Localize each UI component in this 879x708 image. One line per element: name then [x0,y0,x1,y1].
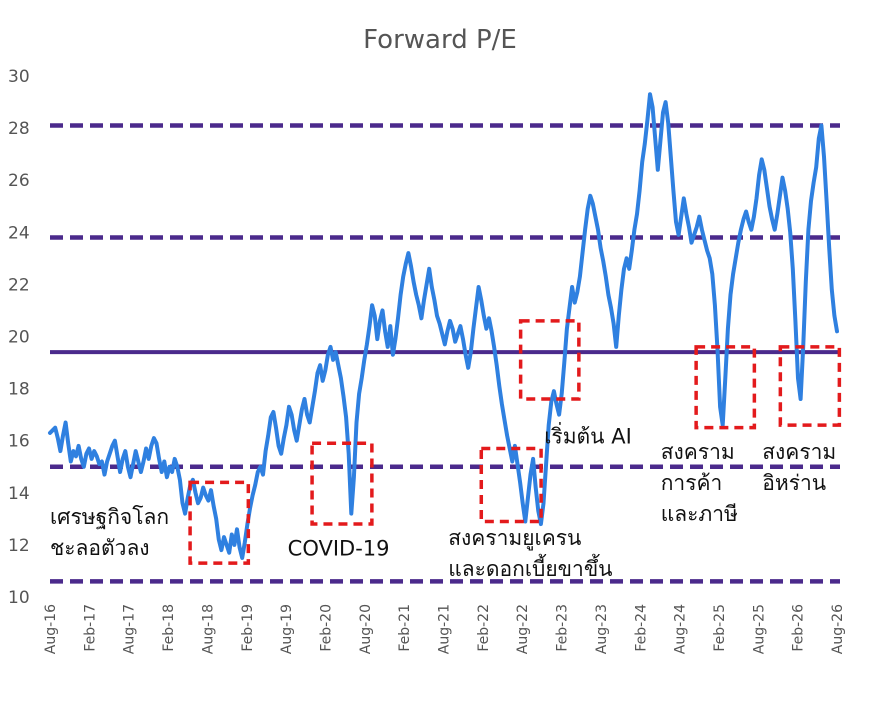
x-axis-ticks: Aug-16 Feb-17 Aug-17 Feb-18 Aug-18 Feb-19 Aug-… [43,604,846,654]
series-group [48,92,839,560]
x-tick-label: Aug-26 [830,604,846,654]
x-tick-label: Feb-24 [633,604,649,652]
highlight-box [310,441,374,526]
x-tick-label: Feb-23 [555,604,571,652]
x-tick-label: Aug-20 [358,604,374,654]
annotation-label: สงคราม [661,440,735,464]
x-tick-label: Feb-26 [791,604,807,652]
y-tick-label: 26 [8,171,30,191]
highlight-box [778,345,842,427]
x-tick-label: Aug-16 [43,604,59,654]
annotation-label: ชะลอตัวลง [50,536,150,560]
y-tick-label: 10 [8,588,30,608]
annotation-label: และภาษี [661,502,738,526]
y-tick-label: 14 [8,484,30,504]
annotation-label: เริ่มต้น AI [544,421,632,448]
y-tick-label: 20 [8,328,30,348]
x-tick-label: Aug-19 [279,604,295,654]
x-tick-label: Feb-21 [397,604,413,652]
x-tick-label: Feb-19 [240,604,256,652]
x-tick-label: Aug-24 [673,604,689,654]
x-tick-label: Aug-21 [437,604,453,654]
annotation-label: เศรษฐกิจโลก [50,505,169,529]
highlight-box [518,319,581,401]
x-tick-label: Feb-18 [161,604,177,652]
pe-series-line [48,92,839,560]
x-tick-label: Feb-25 [712,604,728,652]
chart-title: Forward P/E [363,25,517,55]
highlight-box [694,345,757,430]
x-tick-label: Aug-25 [751,604,767,654]
x-tick-label: Feb-22 [476,604,492,652]
highlight-box [188,480,251,565]
y-axis-ticks: 10 12 14 16 18 20 22 24 26 28 30 [8,67,30,608]
x-tick-label: Feb-17 [82,604,98,652]
y-tick-label: 18 [8,380,30,400]
y-tick-label: 12 [8,536,30,556]
annotation-label: COVID-19 [288,536,390,560]
x-tick-label: Aug-22 [515,604,531,654]
annotation-label: และดอกเบี้ยขาขึ้น [448,554,612,581]
annotation-label: สงครามยูเครน [448,526,581,551]
highlight-box [479,446,543,524]
y-tick-label: 24 [8,223,30,243]
annotation-label: สงคราม [762,440,836,464]
x-tick-label: Aug-18 [200,604,216,654]
y-tick-label: 30 [8,67,30,87]
y-tick-label: 22 [8,275,30,295]
annotation-label: การค้า [661,471,723,495]
reference-lines [50,123,840,584]
highlight-boxes [188,319,842,565]
x-tick-label: Aug-17 [122,604,138,654]
annotation-label: อิหร่าน [762,471,826,495]
y-tick-label: 16 [8,432,30,452]
x-tick-label: Feb-20 [318,604,334,652]
x-tick-label: Aug-23 [594,604,610,654]
y-tick-label: 28 [8,119,30,139]
